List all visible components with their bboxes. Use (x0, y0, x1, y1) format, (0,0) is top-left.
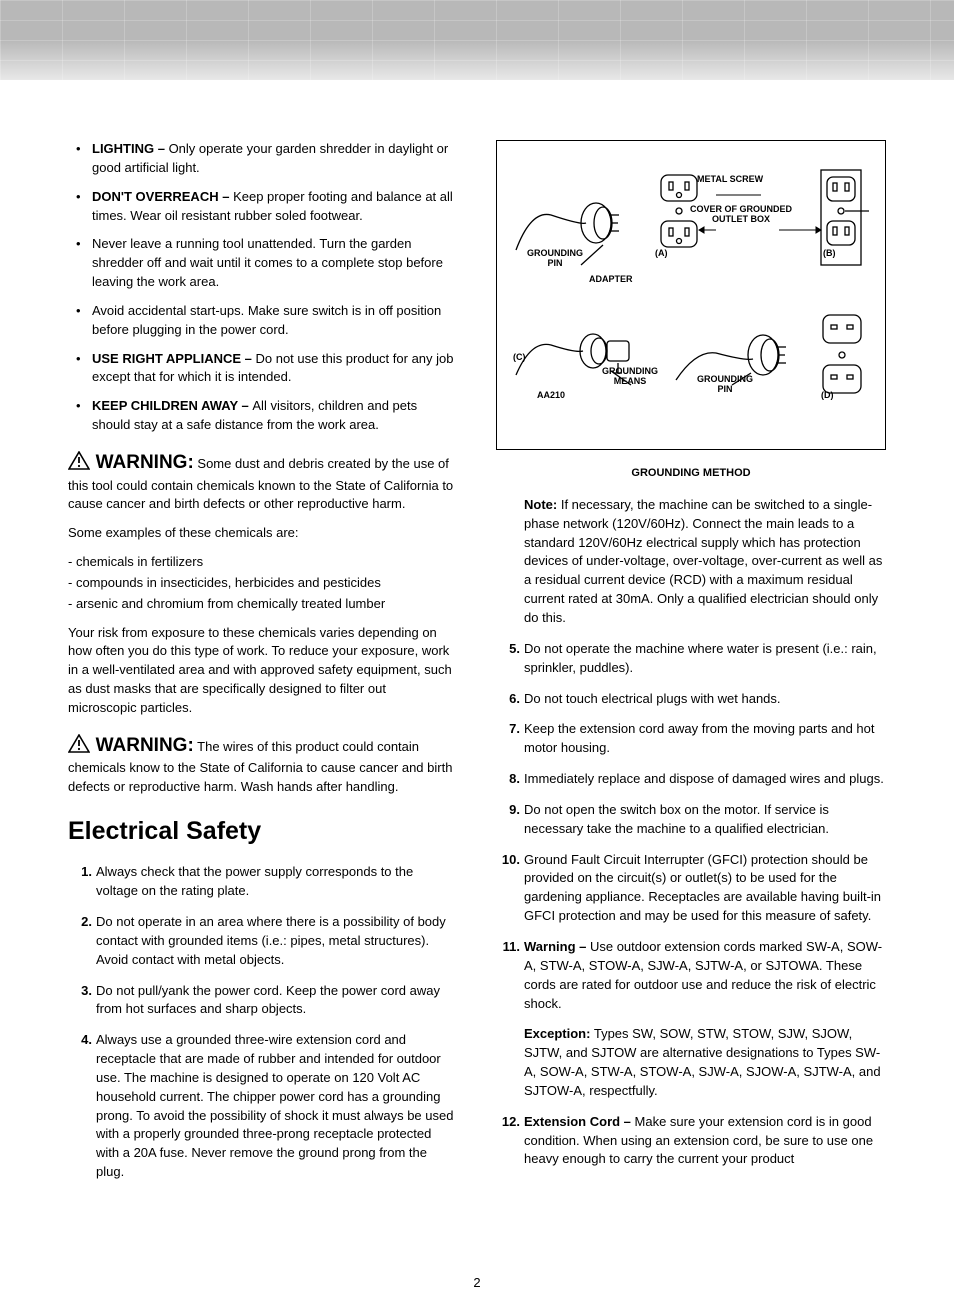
fig-label-a: (A) (655, 249, 668, 259)
list-item: Warning – Use outdoor extension cords ma… (524, 938, 886, 1101)
fig-label-d: (D) (821, 391, 834, 401)
list-item: Keep the extension cord away from the mo… (524, 720, 886, 758)
warning-1: WARNING: Some dust and debris created by… (68, 449, 458, 514)
list-item: Do not operate in an area where there is… (96, 913, 458, 970)
list-item: Do not touch electrical plugs with wet h… (524, 690, 886, 709)
example-item: - arsenic and chromium from chemically t… (68, 595, 458, 614)
electrical-list-left: Always check that the power supply corre… (68, 863, 458, 1182)
bullet-item: Never leave a running tool unattended. T… (92, 235, 458, 292)
bullet-item: DON'T OVERREACH – Keep proper footing an… (92, 188, 458, 226)
bullet-item: KEEP CHILDREN AWAY – All visitors, child… (92, 397, 458, 435)
fig-label-grounding-pin: GROUNDING PIN (527, 249, 583, 269)
fig-label-c: (C) (513, 353, 526, 363)
fig-label-b: (B) (823, 249, 836, 259)
electrical-list-right: Do not operate the machine where water i… (496, 640, 886, 1169)
grounding-figure: METAL SCREW COVER OF GROUNDED OUTLET BOX… (496, 140, 886, 450)
list-item: Do not pull/yank the power cord. Keep th… (96, 982, 458, 1020)
risk-paragraph: Your risk from exposure to these chemica… (68, 624, 458, 718)
right-column: METAL SCREW COVER OF GROUNDED OUTLET BOX… (496, 140, 886, 1194)
fig-label-metal-screw: METAL SCREW (697, 175, 763, 185)
warning-label: WARNING: (96, 735, 194, 756)
left-column: LIGHTING – Only operate your garden shre… (68, 140, 458, 1194)
warning-2: WARNING: The wires of this product could… (68, 732, 458, 797)
examples-list: - chemicals in fertilizers - compounds i… (68, 553, 458, 614)
example-item: - compounds in insecticides, herbicides … (68, 574, 458, 593)
page-content: LIGHTING – Only operate your garden shre… (0, 80, 954, 1234)
list-item: Do not open the switch box on the motor.… (524, 801, 886, 839)
list-item: Immediately replace and dispose of damag… (524, 770, 886, 789)
list-item: Always check that the power supply corre… (96, 863, 458, 901)
page-number: 2 (0, 1274, 954, 1293)
warning-icon (68, 734, 90, 759)
note-paragraph: Note: If necessary, the machine can be s… (496, 496, 886, 628)
safety-bullets: LIGHTING – Only operate your garden shre… (68, 140, 458, 435)
examples-intro: Some examples of these chemicals are: (68, 524, 458, 543)
fig-label-grounding-pin2: GROUNDING PIN (697, 375, 753, 395)
fig-label-aa210: AA210 (537, 391, 565, 401)
top-gradient-bar (0, 0, 954, 80)
section-title: Electrical Safety (68, 813, 458, 849)
fig-label-grounding-means: GROUNDING MEANS (602, 367, 658, 387)
bullet-item: LIGHTING – Only operate your garden shre… (92, 140, 458, 178)
fig-label-cover: COVER OF GROUNDED OUTLET BOX (690, 205, 792, 225)
bullet-item: USE RIGHT APPLIANCE – Do not use this pr… (92, 350, 458, 388)
list-item: Ground Fault Circuit Interrupter (GFCI) … (524, 851, 886, 926)
fig-label-adapter: ADAPTER (589, 275, 633, 285)
example-item: - chemicals in fertilizers (68, 553, 458, 572)
figure-title: GROUNDING METHOD (496, 466, 886, 482)
warning-icon (68, 451, 90, 476)
list-item: Extension Cord – Make sure your extensio… (524, 1113, 886, 1170)
bullet-item: Avoid accidental start-ups. Make sure sw… (92, 302, 458, 340)
list-item: Always use a grounded three-wire extensi… (96, 1031, 458, 1182)
warning-label: WARNING: (96, 452, 194, 473)
list-item: Do not operate the machine where water i… (524, 640, 886, 678)
